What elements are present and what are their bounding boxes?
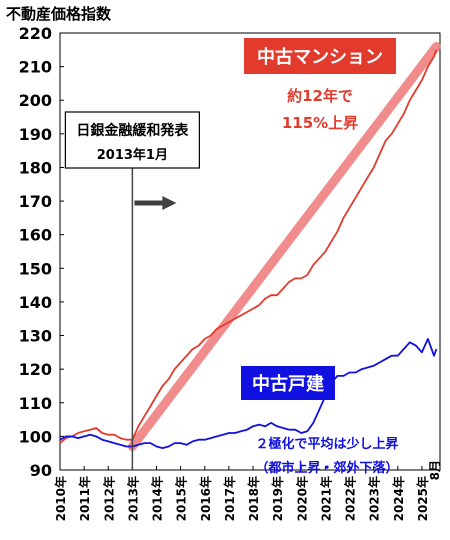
x-tick-label: 2018年 <box>246 476 261 521</box>
y-tick-label: 210 <box>19 58 52 77</box>
event-box <box>64 111 200 169</box>
x-tick-label: 2012年 <box>101 476 116 521</box>
x-tick-label: 2013年 <box>125 476 140 521</box>
event-label-date: 2013年1月 <box>97 147 168 163</box>
x-tick-label: 2022年 <box>343 476 358 521</box>
series-line-house <box>59 337 438 450</box>
x-tick-label: 2010年 <box>53 476 68 521</box>
annotation-mansion-line1: 約12年で <box>287 87 353 105</box>
y-tick-label: 140 <box>19 293 52 312</box>
x-tick-label: 2020年 <box>294 476 309 521</box>
series-label-box-mansion <box>244 38 396 74</box>
y-tick-label: 180 <box>19 158 52 177</box>
series-label-mansion: 中古マンション <box>257 46 383 68</box>
y-tick-label: 170 <box>19 192 52 211</box>
y-tick-label: 200 <box>19 91 52 110</box>
y-tick-label: 220 <box>19 24 52 43</box>
y-tick-label: 160 <box>19 226 52 245</box>
series-label-box-house <box>241 366 335 400</box>
event-label-title: 日銀金融緩和発表 <box>76 122 189 139</box>
x-tick-label: 2019年 <box>270 476 285 521</box>
x-tick-label: 2017年 <box>222 476 237 521</box>
y-tick-label: 110 <box>19 394 52 413</box>
x-tick-label: 2015年 <box>174 476 189 521</box>
x-end-label: 8月 <box>428 460 442 480</box>
annotation-house-line2: （都市上昇・郊外下落） <box>255 460 398 476</box>
y-axis-title: 不動産価格指数 <box>6 5 112 23</box>
x-tick-label: 2011年 <box>77 476 92 521</box>
x-tick-label: 2024年 <box>391 476 406 521</box>
series-line-mansion <box>59 49 438 444</box>
x-tick-label: 2025年 <box>415 476 430 521</box>
y-tick-label: 120 <box>19 360 52 379</box>
y-tick-label: 90 <box>30 461 52 480</box>
series-label-house: 中古戸建 <box>252 373 324 395</box>
y-tick-label: 130 <box>19 327 52 346</box>
y-tick-label: 190 <box>19 125 52 144</box>
x-tick-label: 2023年 <box>367 476 382 521</box>
y-tick-label: 100 <box>19 427 52 446</box>
x-tick-label: 2016年 <box>198 476 213 521</box>
annotation-mansion-line2: 115%上昇 <box>282 114 358 132</box>
trend-line <box>127 41 441 451</box>
event-arrow-head <box>162 196 177 210</box>
annotation-house-line1: ２極化で平均は少し上昇 <box>255 436 398 452</box>
x-tick-label: 2014年 <box>150 476 165 521</box>
x-tick-label: 2021年 <box>318 476 333 521</box>
plot-frame <box>59 32 441 471</box>
y-tick-label: 150 <box>19 259 52 278</box>
